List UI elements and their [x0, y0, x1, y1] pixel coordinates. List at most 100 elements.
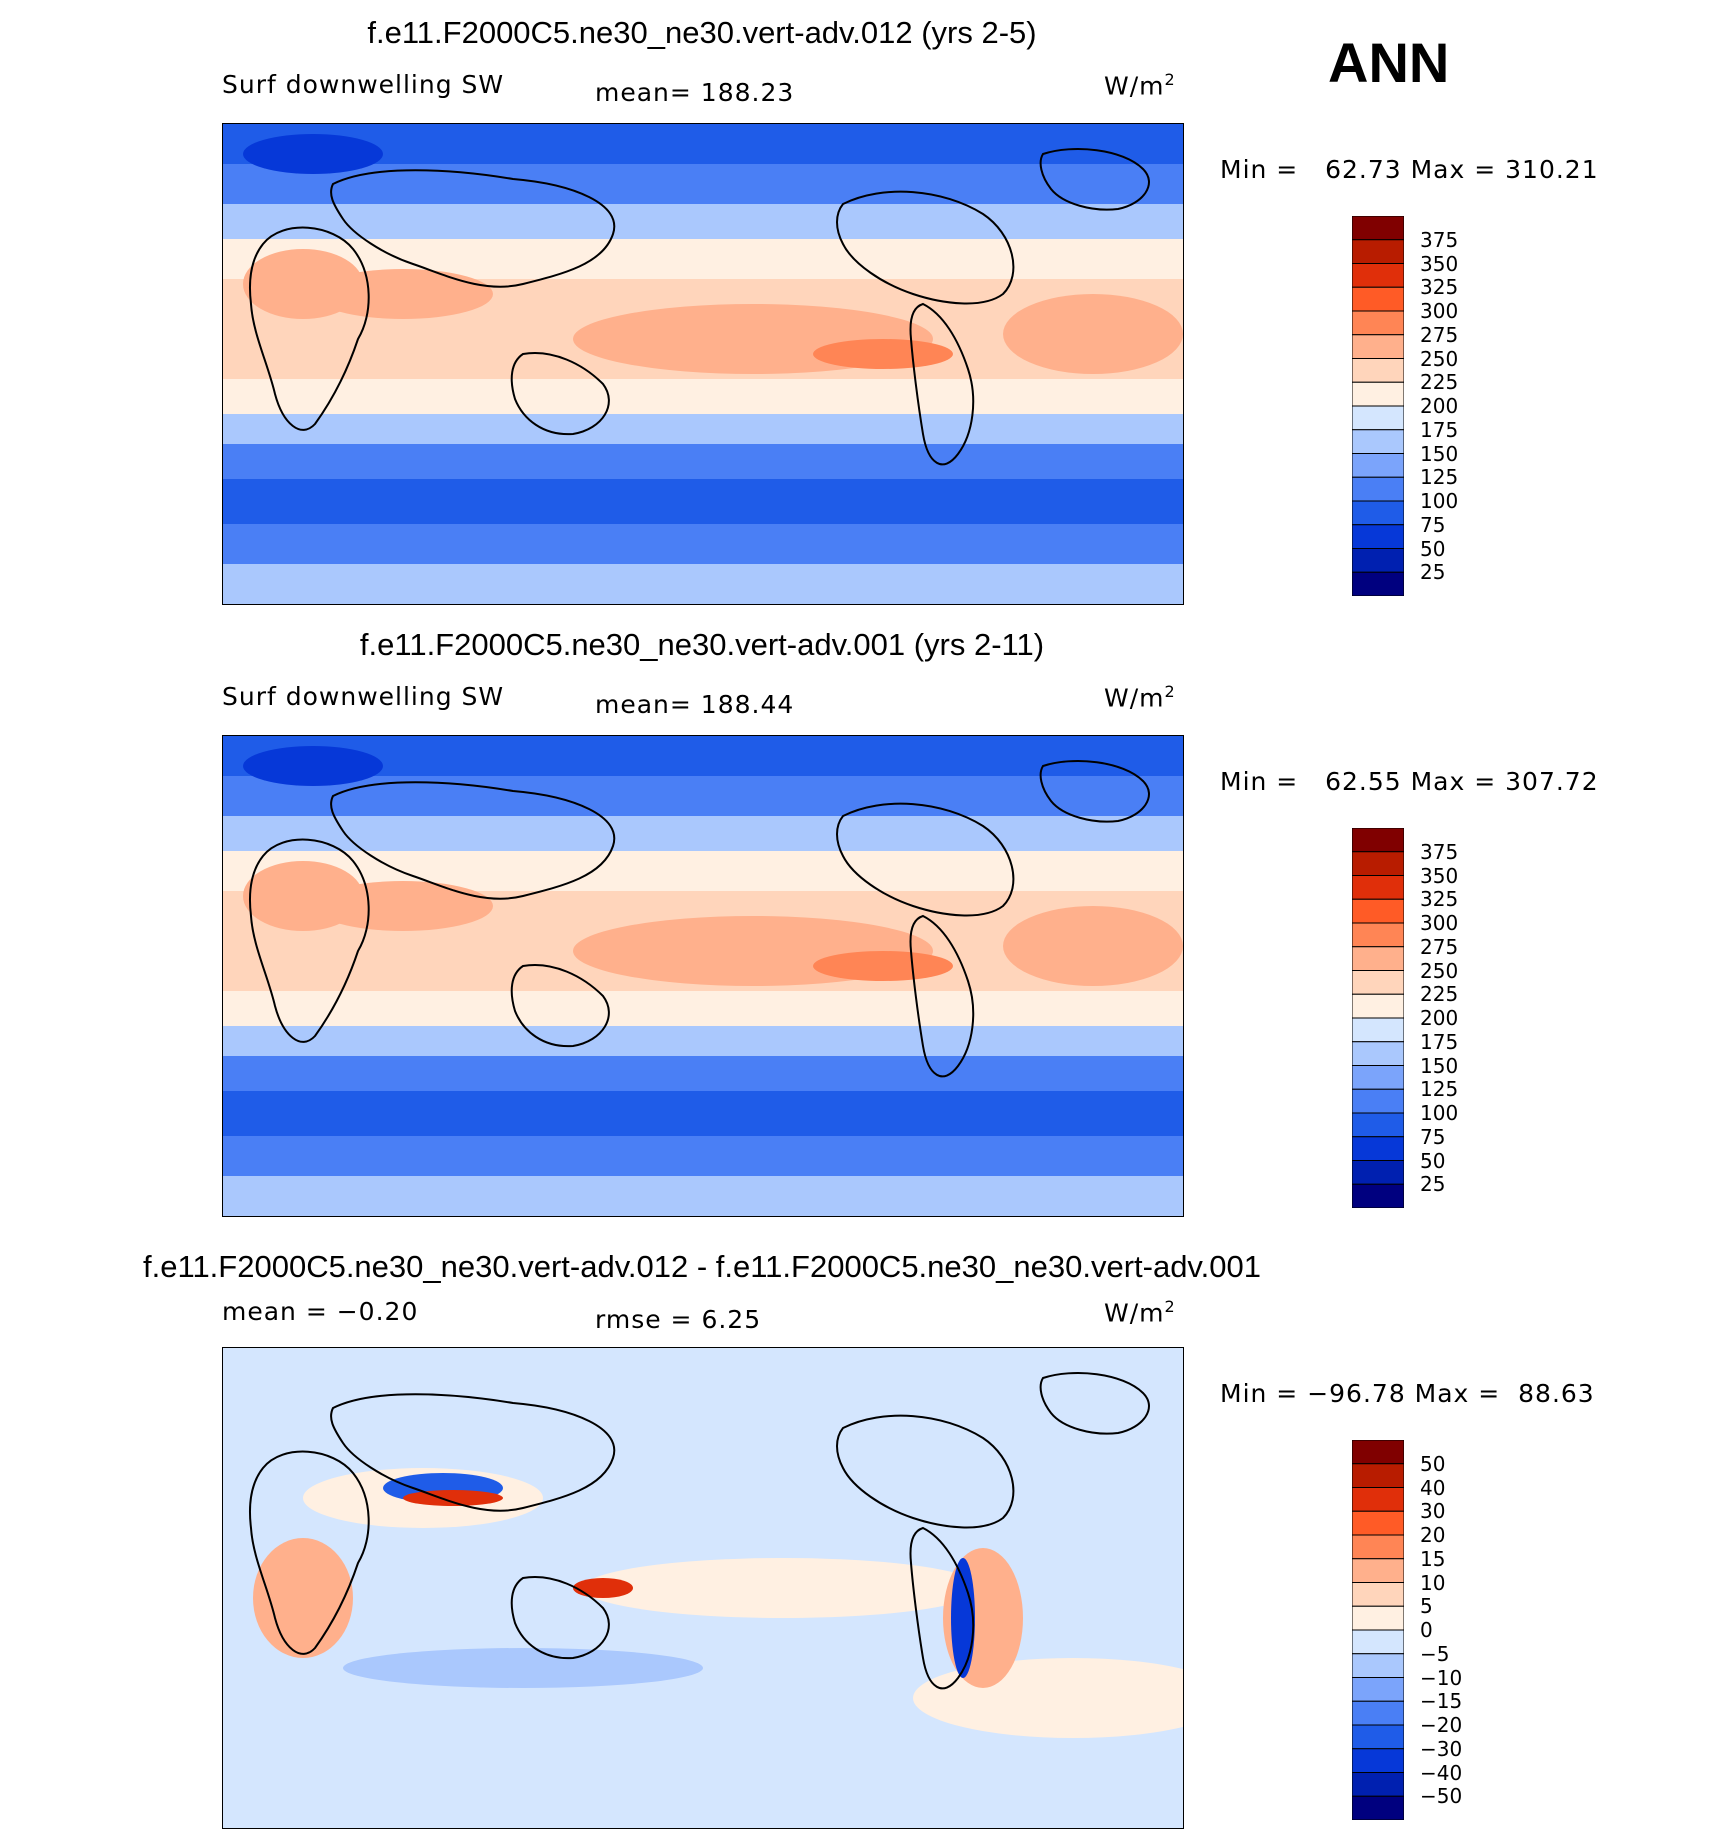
colorbar-tick-label: 175: [1420, 417, 1459, 442]
colorbar-tick-label: 325: [1420, 275, 1459, 300]
mean-label: mean= 188.44: [595, 690, 795, 719]
coastline-path: [248, 838, 370, 1043]
field-band: [223, 414, 1183, 444]
colorbar-tick-label: 75: [1420, 1124, 1446, 1149]
field-band: [223, 564, 1183, 604]
colorbar-swatch: [1351, 571, 1405, 597]
units-sup: 2: [1164, 70, 1176, 89]
colorbar-tick-label: 50: [1420, 1148, 1446, 1173]
colorbar-swatch: [1351, 1017, 1405, 1043]
coastline-path: [248, 1450, 370, 1655]
colorbar-swatch: [1351, 239, 1405, 264]
units-label: W/m2: [1104, 1297, 1176, 1327]
coastlines: [248, 1372, 1150, 1690]
panel-title: f.e11.F2000C5.ne30_ne30.vert-adv.012 (yr…: [367, 15, 1037, 50]
panel-title: f.e11.F2000C5.ne30_ne30.vert-adv.012 - f…: [143, 1249, 1261, 1284]
units-sup: 2: [1164, 1297, 1176, 1316]
coastline-path: [510, 964, 610, 1048]
mean-label: mean= 188.23: [595, 78, 795, 107]
field-blob: [951, 1558, 975, 1678]
colorbar-swatch: [1351, 946, 1405, 971]
colorbar-svg: [1351, 1439, 1405, 1821]
colorbar-tick-label: 350: [1420, 251, 1459, 276]
colorbar-tick-label: 0: [1420, 1618, 1433, 1642]
colorbar-tick-label: 75: [1420, 512, 1446, 537]
colorbar-swatch: [1351, 286, 1405, 312]
coastline-path: [1039, 760, 1150, 823]
colorbar-swatch: [1351, 875, 1405, 900]
colorbar-tick-label: 250: [1420, 346, 1459, 371]
coastline-path: [836, 802, 1015, 917]
colorbar-swatch: [1351, 827, 1405, 853]
coastlines: [248, 148, 1150, 466]
map-panel: [222, 735, 1184, 1217]
colorbar-swatch: [1351, 1183, 1405, 1209]
variable-label: Surf downwelling SW: [222, 70, 505, 99]
colorbar-tick-label: 250: [1420, 958, 1459, 983]
field-band: [223, 164, 1183, 204]
colorbar-tick-label: 125: [1420, 465, 1459, 490]
coastline-path: [510, 352, 610, 436]
variable-label: mean = −0.20: [222, 1297, 419, 1326]
field-blob: [243, 861, 363, 931]
coastline-path: [330, 781, 616, 900]
colorbar-swatch: [1351, 1487, 1405, 1512]
colorbar-swatch: [1351, 1605, 1405, 1631]
colorbar-swatch: [1351, 334, 1405, 359]
colorbar-swatch: [1351, 1772, 1405, 1797]
colorbar: [1351, 1439, 1405, 1821]
field-blob: [813, 339, 953, 369]
colorbar-tick-label: 375: [1420, 839, 1459, 864]
coastline-path: [248, 226, 370, 431]
field-band: [223, 524, 1183, 564]
units-label: W/m2: [1104, 70, 1176, 100]
colorbar-swatch: [1351, 1463, 1405, 1488]
colorbar-tick-label: 50: [1420, 536, 1446, 561]
colorbar-swatch: [1351, 993, 1405, 1019]
colorbar-tick-label: 375: [1420, 227, 1459, 252]
field-blob: [243, 134, 383, 174]
colorbar-tick-label: 25: [1420, 560, 1446, 585]
field-band: [223, 776, 1183, 816]
field-band: [223, 1026, 1183, 1056]
map-panel: [222, 1347, 1184, 1829]
units-text: W/m: [1104, 683, 1165, 713]
colorbar-tick-label: −15: [1420, 1689, 1463, 1714]
coastline-path: [909, 302, 975, 466]
colorbar-swatch: [1351, 358, 1405, 383]
colorbar-tick-label: 175: [1420, 1029, 1459, 1054]
colorbar-tick-label: 300: [1420, 911, 1459, 935]
colorbar-swatch: [1351, 1160, 1405, 1185]
field-blob: [573, 1578, 633, 1598]
field-blob: [813, 951, 953, 981]
colorbar-swatch: [1351, 1700, 1405, 1726]
colorbar-swatch: [1351, 1795, 1405, 1821]
colorbar-svg: [1351, 215, 1405, 597]
coastline-path: [836, 1414, 1015, 1529]
colorbar-swatch: [1351, 1112, 1405, 1138]
min-max-label: Min = 62.55 Max = 307.72: [1220, 767, 1599, 796]
colorbar-tick-label: 15: [1420, 1546, 1446, 1571]
field-band: [223, 124, 1183, 164]
field-band: [223, 1056, 1183, 1091]
colorbar-tick-label: 100: [1420, 1101, 1459, 1125]
colorbar-tick-label: 300: [1420, 299, 1459, 323]
field-band: [223, 1176, 1183, 1216]
coastline-path: [836, 190, 1015, 305]
colorbar-swatch: [1351, 548, 1405, 573]
min-max-label: Min = −96.78 Max = 88.63: [1220, 1379, 1595, 1408]
coastline-path: [510, 1576, 610, 1660]
colorbar-tick-label: −30: [1420, 1736, 1463, 1761]
colorbar-swatch: [1351, 970, 1405, 995]
map-field: [223, 736, 1183, 1216]
colorbar-swatch: [1351, 1558, 1405, 1583]
colorbar-tick-label: 275: [1420, 934, 1459, 959]
map-field: [223, 1348, 1183, 1828]
field-band: [223, 736, 1183, 776]
colorbar-swatch: [1351, 922, 1405, 948]
colorbar-tick-label: 125: [1420, 1077, 1459, 1102]
field-band: [223, 1136, 1183, 1176]
colorbar-tick-label: 30: [1420, 1499, 1446, 1524]
colorbar-swatch: [1351, 1088, 1405, 1114]
colorbar-swatch: [1351, 851, 1405, 876]
